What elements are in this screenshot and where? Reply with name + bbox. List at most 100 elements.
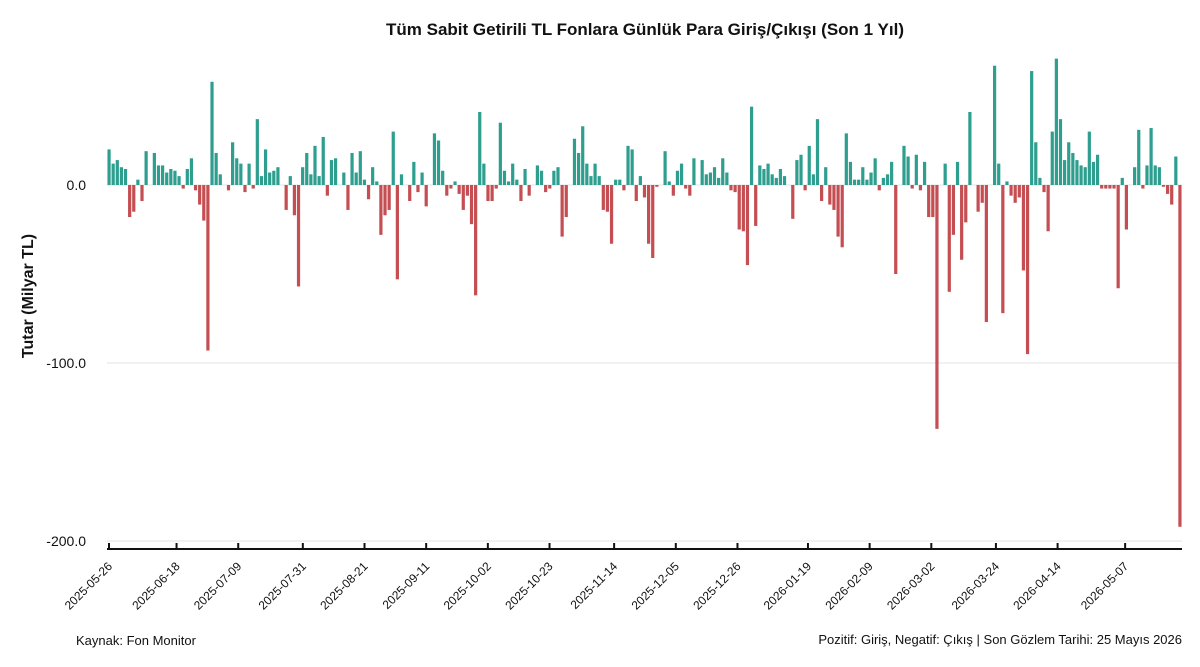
inflow-bar [955, 161, 960, 185]
inflow-bar [1005, 181, 1009, 185]
inflow-bar [115, 160, 119, 185]
inflow-bar [762, 168, 766, 185]
inflow-bar [317, 176, 321, 185]
outflow-bar [408, 185, 412, 202]
inflow-bar [420, 172, 424, 185]
outflow-bar [379, 185, 383, 235]
inflow-bar [679, 163, 684, 185]
inflow-bar [581, 126, 585, 185]
inflow-bar [119, 167, 124, 185]
inflow-bar [342, 172, 346, 185]
outflow-bar [754, 185, 758, 226]
inflow-bar [1091, 161, 1096, 185]
x-tick-label: 2025-07-31 [256, 559, 310, 613]
inflow-bar [774, 177, 778, 185]
outflow-bar [445, 185, 449, 196]
outflow-bar [564, 185, 568, 218]
outflow-bar [980, 185, 984, 203]
outflow-bar [1161, 185, 1166, 187]
x-tick-label: 2026-02-09 [822, 559, 876, 613]
inflow-bar [111, 163, 115, 185]
outflow-bar [960, 185, 964, 260]
inflow-bar [1083, 167, 1087, 185]
outflow-bar [1170, 185, 1174, 205]
x-tick-label: 2026-04-14 [1010, 559, 1064, 613]
outflow-bar [927, 185, 931, 218]
outflow-bar [560, 185, 564, 237]
inflow-bar [177, 176, 181, 185]
outflow-bar [1017, 185, 1021, 198]
outflow-bar [688, 185, 692, 196]
inflow-bar [259, 176, 264, 185]
outflow-bar [474, 185, 478, 296]
inflow-bar [333, 158, 338, 185]
outflow-bar [519, 185, 523, 202]
inflow-bar [506, 181, 511, 185]
inflow-bar [1054, 58, 1058, 186]
inflow-bar [704, 174, 708, 185]
outflow-bar [647, 185, 651, 244]
inflow-bar [799, 154, 803, 185]
outflow-bar [132, 185, 136, 212]
inflow-bar [589, 176, 593, 185]
inflow-bar [136, 179, 140, 185]
inflow-bar [144, 151, 148, 185]
inflow-bar [1067, 142, 1071, 185]
inflow-bar [107, 149, 111, 185]
inflow-bar [1174, 156, 1178, 185]
inflow-bar [239, 163, 243, 185]
inflow-bar [638, 176, 642, 185]
inflow-bar [1050, 131, 1054, 185]
legend-note: Pozitif: Giriş, Negatif: Çıkış | Son Göz… [818, 632, 1182, 647]
outflow-bar [832, 185, 836, 210]
inflow-bar [881, 177, 885, 185]
outflow-bar [820, 185, 824, 202]
inflow-bar [231, 142, 235, 185]
inflow-bar [276, 167, 280, 185]
outflow-bar [1165, 185, 1170, 194]
inflow-bar [354, 172, 358, 185]
inflow-bar [968, 112, 972, 185]
outflow-bar [1178, 185, 1182, 527]
inflow-bar [692, 158, 696, 185]
outflow-bar [490, 185, 494, 202]
outflow-bar [1116, 185, 1120, 289]
x-tick-label: 2025-10-23 [502, 559, 556, 613]
inflow-bar [630, 149, 634, 185]
x-tick-label: 2025-11-14 [568, 559, 621, 612]
outflow-bar [729, 185, 733, 191]
inflow-bar [375, 181, 379, 185]
outflow-bar [622, 185, 626, 191]
inflow-bar [268, 172, 272, 185]
inflow-bar [1137, 129, 1141, 185]
outflow-bar [642, 185, 647, 198]
outflow-bar [1009, 185, 1013, 196]
inflow-bar [700, 160, 704, 185]
inflow-bar [885, 174, 890, 185]
inflow-bar [301, 167, 305, 185]
outflow-bar [1021, 185, 1026, 271]
outflow-bar [935, 185, 939, 429]
outflow-bar [128, 185, 132, 218]
inflow-bar [1133, 167, 1137, 185]
outflow-bar [527, 185, 531, 196]
inflow-bar [169, 168, 173, 185]
inflow-bar [869, 172, 873, 185]
outflow-bar [457, 185, 461, 194]
inflow-bar [189, 158, 194, 185]
inflow-bar [391, 131, 395, 185]
inflow-bar [852, 179, 857, 185]
outflow-bar [395, 185, 399, 280]
x-tick-label: 2025-10-02 [441, 559, 495, 613]
inflow-bar [247, 163, 251, 185]
x-tick-label: 2026-03-24 [949, 559, 1003, 613]
inflow-bar [218, 174, 222, 185]
inflow-bar [873, 158, 877, 185]
outflow-bar [684, 185, 688, 189]
inflow-bar [890, 161, 894, 185]
y-tick-label: 0.0 [67, 177, 87, 193]
inflow-bar [255, 119, 259, 185]
outflow-bar [1042, 185, 1046, 193]
